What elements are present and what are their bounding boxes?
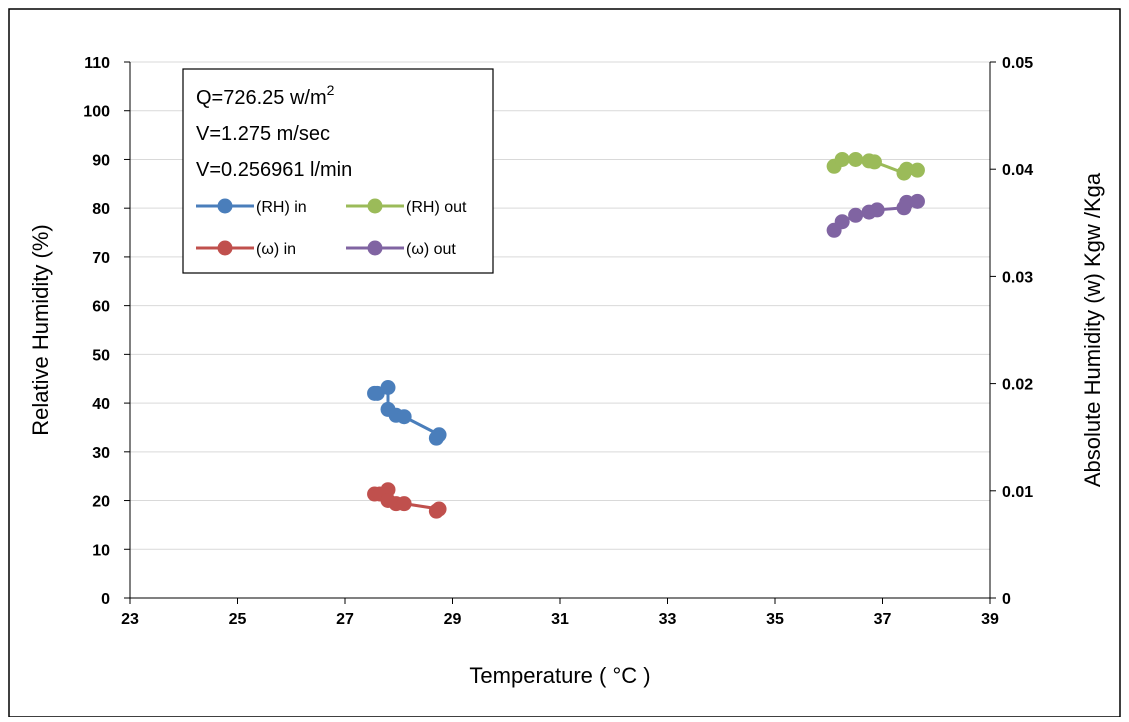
y-tick-label: 110 <box>84 55 110 72</box>
data-point <box>396 409 412 425</box>
y2-tick-label: 0.05 <box>1002 55 1033 72</box>
legend-label: (RH) out <box>406 199 467 216</box>
data-point <box>909 162 925 178</box>
y-tick-label: 60 <box>92 299 110 316</box>
x-axis-title: Temperature ( °C ) <box>469 663 650 688</box>
legend-item: (RH) out <box>346 198 467 216</box>
y-tick-label: 0 <box>101 591 110 608</box>
x-tick-label: 35 <box>766 611 784 628</box>
annotation-heat-flux-text: Q=726.25 w/m <box>196 87 327 109</box>
data-point <box>380 482 396 498</box>
series-2 <box>367 482 447 519</box>
data-point <box>866 154 882 170</box>
data-point <box>909 193 925 209</box>
x-tick-label: 25 <box>229 611 247 628</box>
data-point <box>869 202 885 218</box>
y2-axis-title: Absolute Humidity (w) Kgw /Kga <box>1080 172 1105 487</box>
y-axis-title: Relative Humidity (%) <box>28 224 53 436</box>
y2-tick-labels: 0 0.01 0.02 0.03 0.04 0.05 <box>990 55 1033 608</box>
series-1 <box>826 151 925 181</box>
y-tick-label: 100 <box>83 104 110 121</box>
series-0 <box>367 379 447 446</box>
y-tick-label: 90 <box>92 152 110 169</box>
legend-label: (RH) in <box>256 199 307 216</box>
y2-tick-label: 0.02 <box>1002 377 1033 394</box>
annotation-heat-flux-superscript: 2 <box>327 82 335 98</box>
y-tick-label: 40 <box>92 396 110 413</box>
x-tick-label: 39 <box>981 611 999 628</box>
data-point <box>428 430 444 446</box>
y-tick-label: 20 <box>92 494 110 511</box>
legend-marker <box>217 198 233 214</box>
y-tick-labels: 0 10 20 30 40 50 60 70 80 90 100 110 <box>83 55 130 608</box>
y-tick-label: 50 <box>92 347 110 364</box>
legend-marker <box>367 198 383 214</box>
x-tick-label: 29 <box>444 611 462 628</box>
legend-item: (RH) in <box>196 198 307 216</box>
annotation-velocity: V=1.275 m/sec <box>196 123 330 145</box>
data-point <box>367 385 383 401</box>
legend-label: (ω) in <box>256 241 296 258</box>
legend-item: (ω) in <box>196 240 296 258</box>
data-point <box>848 151 864 167</box>
x-tick-label: 23 <box>121 611 139 628</box>
data-point <box>834 214 850 230</box>
data-point <box>380 379 396 395</box>
legend-entries: (RH) in (RH) out (ω) in (ω) out <box>196 198 467 258</box>
y-tick-label: 80 <box>92 201 110 218</box>
x-tick-labels: 23 25 27 29 31 33 35 37 39 <box>121 598 999 628</box>
y2-tick-label: 0 <box>1002 591 1011 608</box>
y-tick-label: 10 <box>92 542 110 559</box>
data-point <box>428 503 444 519</box>
legend-label: (ω) out <box>406 241 456 258</box>
series-layer <box>367 151 925 519</box>
annotation-heat-flux: Q=726.25 w/m2 <box>196 82 335 109</box>
data-point <box>848 207 864 223</box>
legend-marker <box>367 240 383 256</box>
legend-item: (ω) out <box>346 240 456 258</box>
legend-box: Q=726.25 w/m2 V=1.275 m/sec V=0.256961 l… <box>182 68 494 274</box>
y2-tick-label: 0.01 <box>1002 484 1033 501</box>
data-point <box>899 161 915 177</box>
annotation-flow-rate: V=0.256961 l/min <box>196 159 352 181</box>
x-tick-label: 27 <box>336 611 354 628</box>
y2-tick-label: 0.04 <box>1002 162 1033 179</box>
x-tick-label: 31 <box>551 611 569 628</box>
x-tick-label: 33 <box>659 611 677 628</box>
series-3 <box>826 193 925 238</box>
data-point <box>834 151 850 167</box>
x-tick-label: 37 <box>874 611 892 628</box>
y2-tick-label: 0.03 <box>1002 269 1033 286</box>
legend-border <box>182 68 494 274</box>
y-tick-label: 30 <box>92 445 110 462</box>
data-point <box>396 496 412 512</box>
legend-marker <box>217 240 233 256</box>
y-tick-label: 70 <box>92 250 110 267</box>
